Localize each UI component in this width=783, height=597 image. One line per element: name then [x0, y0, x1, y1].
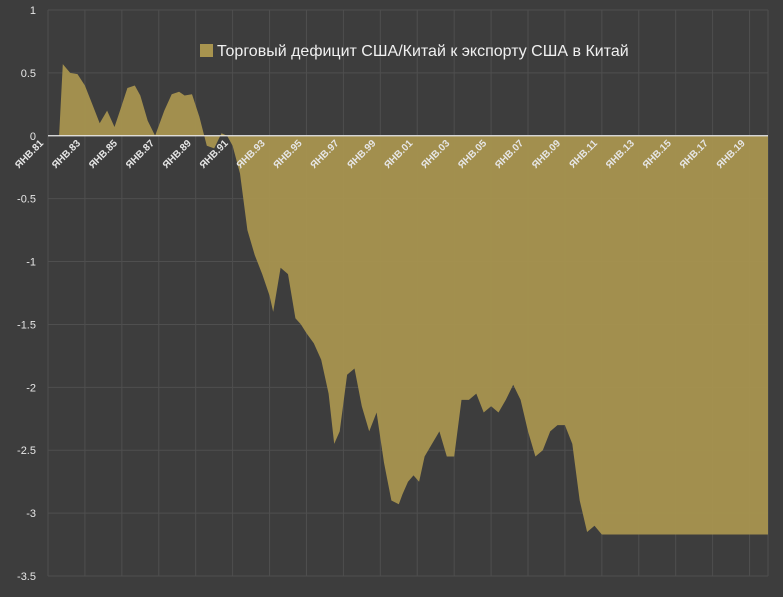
x-tick-label: ЯНВ.85 [87, 138, 120, 171]
x-tick-label: ЯНВ.89 [161, 138, 194, 171]
y-axis-ticks: 1 0.5 0 -0.5 -1 -1.5 -2 -2.5 -3 -3.5 [17, 5, 36, 583]
y-tick-label: -2 [26, 382, 36, 394]
y-tick-label: -0.5 [17, 194, 36, 206]
y-tick-label: -3 [26, 508, 36, 520]
legend-swatch [200, 44, 213, 57]
legend-label: Торговый дефицит США/Китай к экспорту СШ… [217, 43, 629, 60]
y-tick-label: 0 [30, 131, 36, 143]
y-tick-label: -3.5 [17, 571, 36, 583]
y-tick-label: 1 [30, 5, 36, 17]
x-tick-label: ЯНВ.81 [13, 138, 46, 171]
y-tick-label: -2.5 [17, 445, 36, 457]
series-area [48, 64, 768, 535]
y-tick-label: -1 [26, 257, 36, 269]
series-area-group [48, 64, 768, 535]
y-tick-label: 0.5 [21, 68, 36, 80]
x-tick-label: ЯНВ.87 [124, 138, 157, 171]
y-tick-label: -1.5 [17, 319, 36, 331]
legend: Торговый дефицит США/Китай к экспорту СШ… [200, 43, 629, 60]
x-tick-label: ЯНВ.83 [50, 138, 83, 171]
